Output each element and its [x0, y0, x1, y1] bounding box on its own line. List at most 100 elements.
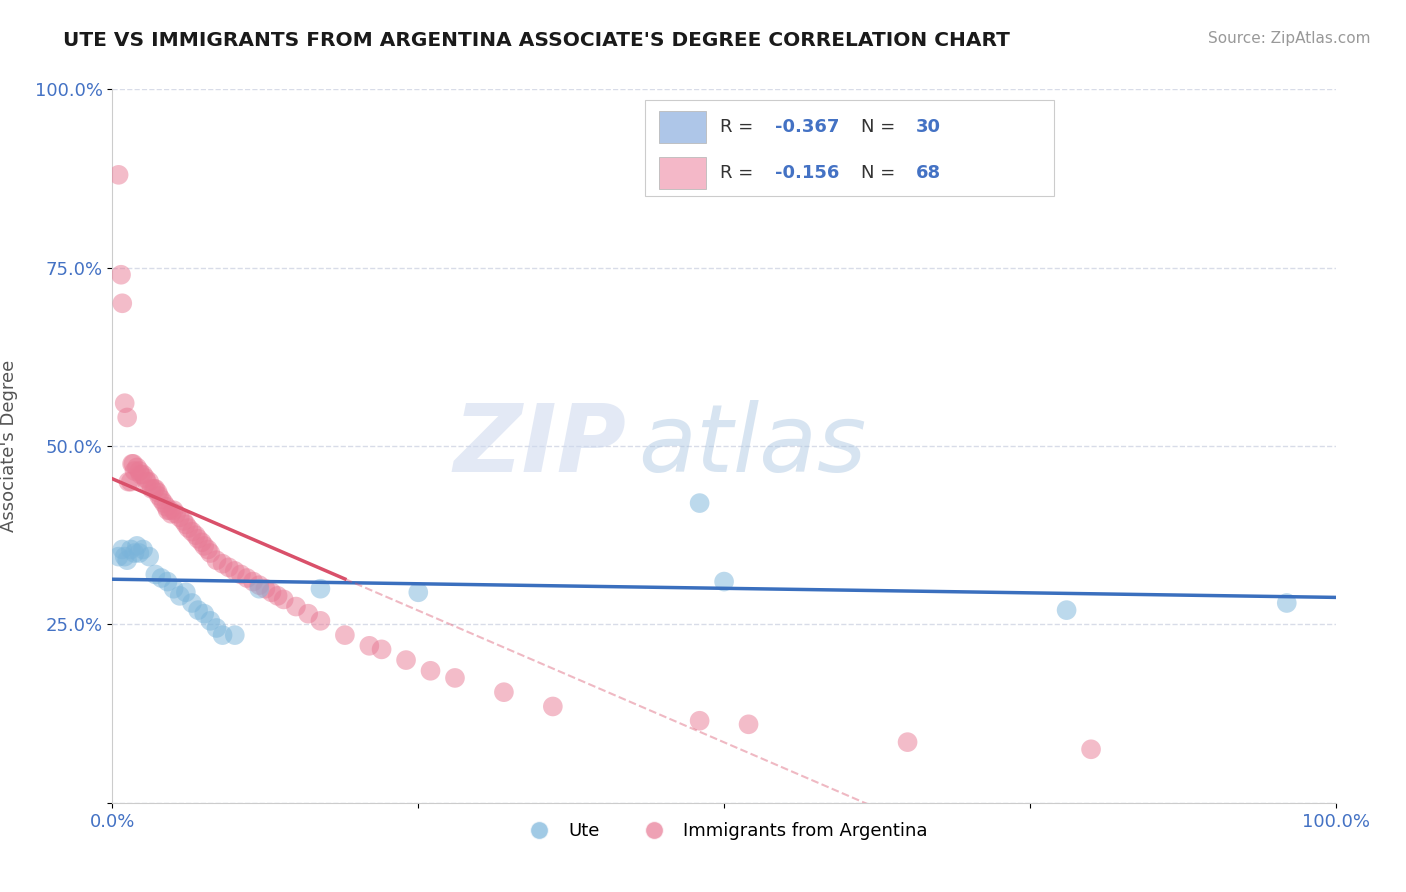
Point	[242, 574, 264, 589]
Point	[541, 699, 564, 714]
Point	[444, 671, 467, 685]
Bar	[659, 111, 706, 143]
Point	[163, 503, 186, 517]
Point	[197, 542, 219, 557]
Point	[138, 475, 160, 489]
Point	[128, 546, 150, 560]
Point	[187, 532, 209, 546]
Point	[107, 168, 129, 182]
Point	[184, 528, 207, 542]
Point	[247, 582, 270, 596]
Point	[689, 714, 711, 728]
Point	[689, 496, 711, 510]
Point	[181, 596, 204, 610]
Point	[150, 571, 173, 585]
Point	[125, 539, 148, 553]
Point	[160, 507, 183, 521]
Text: N =: N =	[860, 164, 901, 182]
Point	[191, 535, 214, 549]
Point	[273, 592, 295, 607]
Point	[143, 567, 166, 582]
Point	[408, 585, 430, 599]
Point	[1056, 603, 1078, 617]
FancyBboxPatch shape	[644, 100, 1054, 196]
Point	[370, 642, 392, 657]
Point	[236, 571, 259, 585]
Text: 30: 30	[917, 118, 941, 136]
Point	[122, 457, 145, 471]
Point	[111, 296, 134, 310]
Point	[218, 560, 240, 574]
Point	[260, 585, 283, 599]
Point	[120, 542, 142, 557]
Y-axis label: Associate's Degree: Associate's Degree	[0, 359, 18, 533]
Point	[1080, 742, 1102, 756]
Text: R =: R =	[720, 118, 759, 136]
Point	[200, 546, 222, 560]
Point	[1275, 596, 1298, 610]
Point	[115, 410, 138, 425]
Point	[117, 475, 139, 489]
Point	[737, 717, 759, 731]
Point	[146, 485, 169, 500]
Point	[124, 464, 146, 478]
Point	[129, 467, 152, 482]
Point	[174, 585, 197, 599]
Point	[211, 557, 233, 571]
Point	[143, 482, 166, 496]
Point	[205, 553, 228, 567]
Point	[114, 549, 136, 564]
Point	[181, 524, 204, 539]
Point	[284, 599, 308, 614]
Point	[297, 607, 319, 621]
Bar	[659, 157, 706, 189]
Point	[115, 553, 138, 567]
Point	[177, 521, 200, 535]
Point	[419, 664, 441, 678]
Text: R =: R =	[720, 164, 759, 182]
Point	[120, 475, 142, 489]
Point	[134, 471, 156, 485]
Text: UTE VS IMMIGRANTS FROM ARGENTINA ASSOCIATE'S DEGREE CORRELATION CHART: UTE VS IMMIGRANTS FROM ARGENTINA ASSOCIA…	[63, 31, 1010, 50]
Point	[135, 475, 157, 489]
Point	[492, 685, 515, 699]
Legend: Ute, Immigrants from Argentina: Ute, Immigrants from Argentina	[515, 815, 934, 847]
Point	[165, 507, 187, 521]
Point	[125, 460, 148, 475]
Point	[200, 614, 222, 628]
Point	[141, 482, 163, 496]
Point	[153, 496, 176, 510]
Point	[138, 549, 160, 564]
Point	[333, 628, 356, 642]
Point	[156, 503, 179, 517]
Point	[128, 464, 150, 478]
Point	[193, 607, 215, 621]
Text: ZIP: ZIP	[453, 400, 626, 492]
Point	[107, 549, 129, 564]
Text: -0.156: -0.156	[776, 164, 839, 182]
Point	[132, 467, 155, 482]
Text: N =: N =	[860, 118, 901, 136]
Point	[359, 639, 381, 653]
Point	[111, 542, 134, 557]
Point	[224, 564, 246, 578]
Point	[205, 621, 228, 635]
Point	[309, 582, 332, 596]
Point	[121, 457, 143, 471]
Point	[148, 489, 170, 503]
Text: atlas: atlas	[638, 401, 866, 491]
Point	[155, 500, 177, 514]
Point	[159, 503, 181, 517]
Point	[172, 514, 194, 528]
Point	[897, 735, 920, 749]
Point	[143, 482, 166, 496]
Point	[713, 574, 735, 589]
Point	[229, 567, 252, 582]
Point	[163, 582, 186, 596]
Point	[132, 542, 155, 557]
Point	[395, 653, 418, 667]
Point	[187, 603, 209, 617]
Point	[266, 589, 288, 603]
Point	[169, 589, 191, 603]
Point	[174, 517, 197, 532]
